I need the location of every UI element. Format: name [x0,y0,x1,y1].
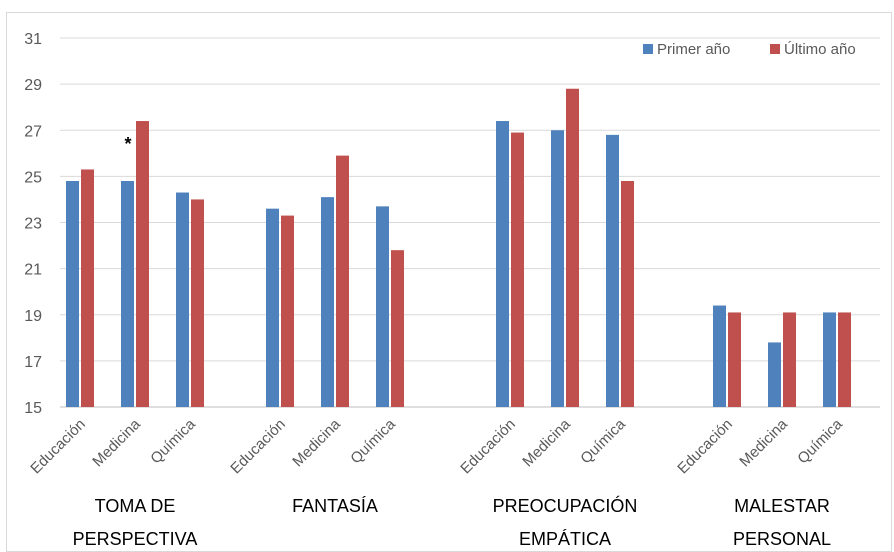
chart-frame [6,12,892,552]
x-tick-label: Química [347,415,399,467]
group-label: EMPÁTICA [519,529,611,549]
y-tick-label: 29 [24,77,42,94]
y-tick-label: 27 [24,123,42,140]
group-label: MALESTAR [734,496,830,516]
legend-label: Primer año [657,41,730,58]
group-label: PREOCUPACIÓN [493,495,638,516]
bar-primer-ano [496,121,509,408]
bar-primer-ano [823,312,836,407]
bar-primer-ano [121,180,134,407]
legend-label: Último año [784,41,856,58]
bar-ultimo-ano [81,169,94,407]
y-tick-label: 31 [24,31,42,48]
bar-primer-ano [768,342,781,407]
bar-primer-ano [66,180,79,407]
bar-ultimo-ano [566,88,579,408]
y-tick-label: 23 [24,216,42,233]
x-tick-label: Educación [27,416,89,478]
bar-primer-ano [713,305,726,407]
bar-ultimo-ano [511,132,524,407]
legend-swatch [770,44,780,54]
bar-ultimo-ano [783,312,796,407]
y-tick-label: 15 [24,400,42,417]
y-tick-label: 21 [24,262,42,279]
y-tick-label: 25 [24,169,42,186]
group-label: PERSONAL [733,529,831,549]
bar-primer-ano [376,206,389,407]
x-tick-label: Educación [674,416,736,478]
bar-ultimo-ano [191,199,204,407]
legend-swatch [643,44,653,54]
bar-primer-ano [266,208,279,407]
group-label: PERSPECTIVA [73,529,198,549]
bar-primer-ano [321,197,334,407]
bar-primer-ano [606,134,619,408]
bar-ultimo-ano [391,250,404,407]
bar-ultimo-ano [136,121,149,408]
x-tick-label: Medicina [289,415,344,470]
x-tick-label: Química [577,415,629,467]
bar-ultimo-ano [281,215,294,407]
y-tick-label: 17 [24,354,42,371]
bar-ultimo-ano [728,312,741,407]
bar-ultimo-ano [838,312,851,407]
group-label: FANTASÍA [292,496,378,516]
x-tick-label: Medicina [519,415,574,470]
bar-ultimo-ano [621,180,634,407]
significance-marker: * [124,134,131,154]
bar-ultimo-ano [336,155,349,407]
x-tick-label: Educación [457,416,519,478]
x-tick-label: Química [147,415,199,467]
x-tick-label: Educación [227,416,289,478]
bar-primer-ano [551,130,564,407]
x-tick-label: Medicina [89,415,144,470]
group-label: TOMA DE [95,496,176,516]
x-tick-label: Medicina [736,415,791,470]
x-tick-label: Química [794,415,846,467]
y-tick-label: 19 [24,308,42,325]
bar-primer-ano [176,192,189,407]
